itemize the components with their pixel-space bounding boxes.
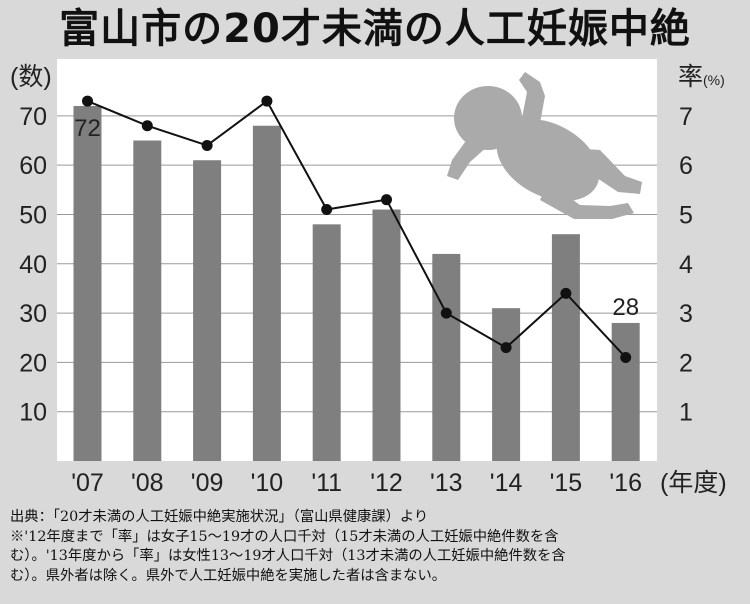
right-tick-1: 1	[679, 399, 693, 427]
right-y-axis-ticks: 1 2 3 4 5 6 7	[679, 103, 693, 427]
left-tick-70: 70	[19, 103, 47, 131]
source-line-3: む）。'13年度から「率」は女性13～19才人口千対（13才未満の人工妊娠中絶件…	[10, 548, 566, 564]
rate-point-'16	[620, 351, 632, 363]
x-tick-'13: '13	[430, 469, 463, 497]
left-tick-30: 30	[19, 300, 47, 328]
x-tick-'07: '07	[71, 469, 104, 497]
left-tick-50: 50	[19, 201, 47, 229]
left-tick-20: 20	[19, 349, 47, 377]
data-labels: 72 28	[74, 115, 639, 321]
left-tick-60: 60	[19, 152, 47, 180]
rate-point-'07	[82, 95, 93, 107]
x-tick-'10: '10	[251, 469, 284, 497]
bar-'08	[133, 140, 162, 461]
x-tick-'08: '08	[131, 469, 164, 497]
rate-line	[87, 99, 627, 359]
bar-'16	[611, 322, 640, 461]
rate-line-series	[82, 95, 632, 363]
right-tick-5: 5	[679, 201, 693, 229]
left-tick-40: 40	[19, 251, 47, 279]
x-tick-'09: '09	[191, 469, 224, 497]
right-tick-2: 2	[679, 349, 693, 377]
source-note: 出典：「20才未満の人工妊娠中絶実施状況」（富山県健康課）より ※'12年度まで…	[10, 508, 745, 586]
bar-'10	[252, 125, 281, 461]
rate-point-'13	[440, 307, 452, 319]
source-line-2: ※'12年度まで「率」は女子15～19才の人口千対（15才未満の人工妊娠中絶件数…	[10, 528, 559, 545]
right-tick-3: 3	[679, 300, 693, 328]
baby-silhouette-icon	[447, 72, 642, 219]
bar-'11	[312, 224, 341, 461]
rate-point-'11	[321, 204, 333, 216]
x-tick-'11: '11	[311, 469, 342, 497]
rate-point-'14	[500, 342, 512, 354]
x-tick-'16: '16	[609, 469, 642, 497]
chart-title: 富山市の20才未満の人工妊娠中絶	[59, 6, 691, 52]
bar-'15	[551, 234, 580, 461]
left-tick-10: 10	[19, 399, 47, 427]
source-line-1: 出典：「20才未満の人工妊娠中絶実施状況」（富山県健康課）より	[10, 509, 429, 525]
x-tick-'15: '15	[550, 469, 583, 497]
data-label-'07: 72	[74, 115, 101, 142]
right-tick-4: 4	[679, 251, 693, 279]
bar-'09	[193, 160, 222, 461]
data-label-'16: 28	[612, 294, 639, 321]
bar-series	[73, 106, 640, 461]
right-tick-6: 6	[679, 152, 693, 180]
left-y-axis-ticks: 10 20 30 40 50 60 70	[19, 103, 47, 427]
bar-'07	[73, 106, 102, 461]
right-tick-7: 7	[679, 103, 693, 131]
rate-point-'08	[141, 120, 153, 132]
bar-'14	[492, 308, 521, 461]
right-axis-unit: 率(%)	[678, 63, 725, 91]
rate-point-'15	[560, 287, 572, 299]
x-axis-ticks: '07 '08 '09 '10 '11 '12 '13 '14 '15 '16	[71, 469, 642, 497]
bar-'13	[432, 253, 461, 461]
bar-'12	[372, 209, 401, 461]
left-axis-unit: (数)	[10, 63, 52, 91]
rate-point-'09	[201, 139, 213, 151]
x-tick-'12: '12	[370, 469, 403, 497]
x-axis-unit: (年度)	[660, 469, 727, 497]
x-tick-'14: '14	[490, 469, 523, 497]
rate-point-'10	[261, 95, 273, 107]
rate-point-'12	[381, 194, 392, 206]
source-line-4: む）。県外者は除く。県外で人工妊娠中絶を実施した者は含まない。	[10, 567, 447, 584]
